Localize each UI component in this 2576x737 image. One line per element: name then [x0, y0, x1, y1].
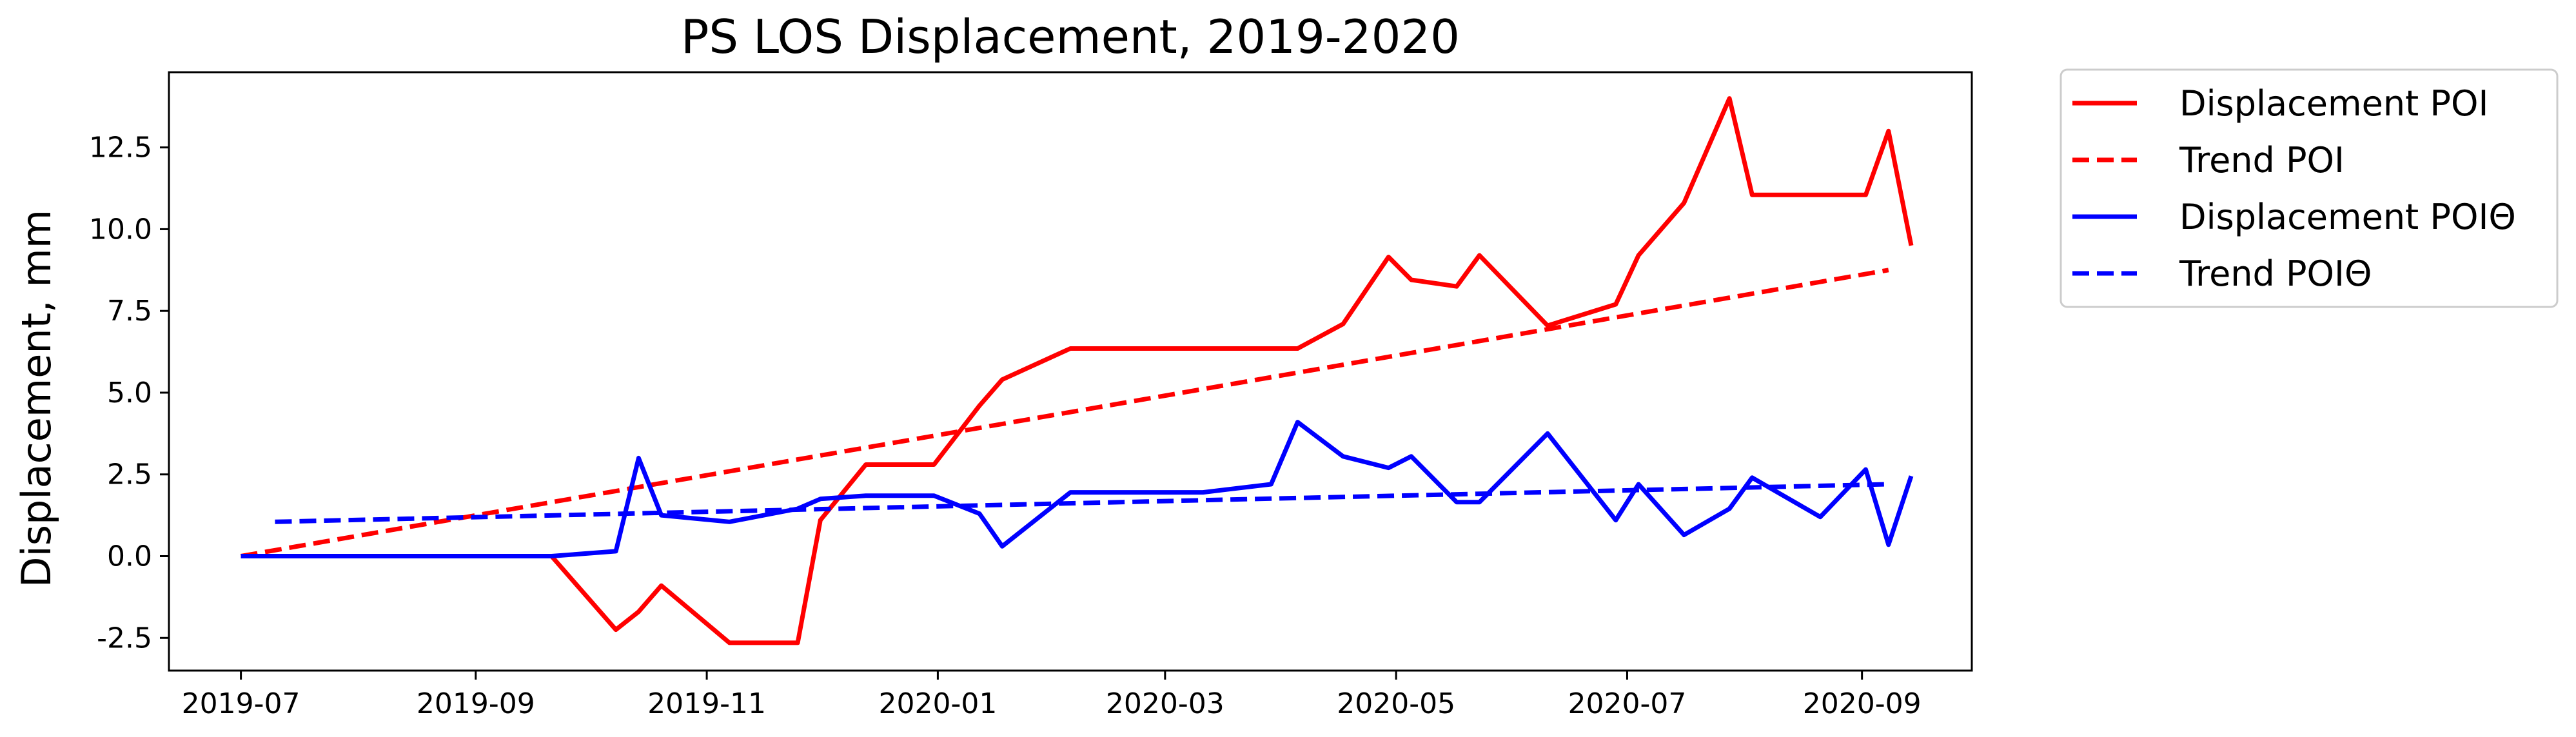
y-tick-label: 10.0 — [89, 213, 152, 246]
series-line-0 — [241, 96, 1914, 645]
x-tick-label: 2020-07 — [1568, 687, 1687, 720]
x-tick-label: 2020-01 — [878, 687, 997, 720]
y-tick-label: 7.5 — [107, 295, 152, 328]
y-tick-label: 12.5 — [89, 132, 152, 164]
legend-label: Trend POIΘ — [2179, 253, 2372, 294]
x-tick-label: 2019-07 — [182, 687, 300, 720]
plot-area: 2019-07 2019-09 2019-11 2020-01 2020-03 2020-… — [89, 71, 1973, 720]
x-tick-label: 2020-03 — [1106, 687, 1224, 720]
legend-label: Trend POI — [2179, 140, 2345, 181]
legend-frame — [2060, 68, 2559, 308]
legend-label: Displacement POI — [2179, 83, 2488, 124]
series-layer — [241, 96, 1914, 645]
legend-label: Displacement POIΘ — [2179, 197, 2516, 237]
y-tick-label: 0.0 — [107, 540, 152, 573]
chart-title: PS LOS Displacement, 2019-2020 — [681, 10, 1460, 64]
series-line-2 — [241, 420, 1914, 558]
x-tick-label: 2019-09 — [417, 687, 535, 720]
x-tick-label: 2019-11 — [647, 687, 766, 720]
y-axis-label: Displacement, mm — [13, 210, 60, 587]
y-tick-label: 5.0 — [107, 377, 152, 409]
y-tick-label: 2.5 — [107, 458, 152, 491]
x-axis: 2019-07 2019-09 2019-11 2020-01 2020-03 2020-… — [182, 671, 1922, 720]
y-axis: -2.5 0.0 2.5 5.0 7.5 10.0 12.5 — [89, 132, 169, 654]
x-tick-label: 2020-09 — [1803, 687, 1922, 720]
series-line-1 — [241, 268, 1889, 558]
legend: Displacement POI Trend POI Displacement PO… — [2060, 68, 2559, 308]
plot-frame — [168, 71, 1973, 672]
y-tick-label: -2.5 — [97, 622, 152, 654]
x-tick-label: 2020-05 — [1337, 687, 1455, 720]
